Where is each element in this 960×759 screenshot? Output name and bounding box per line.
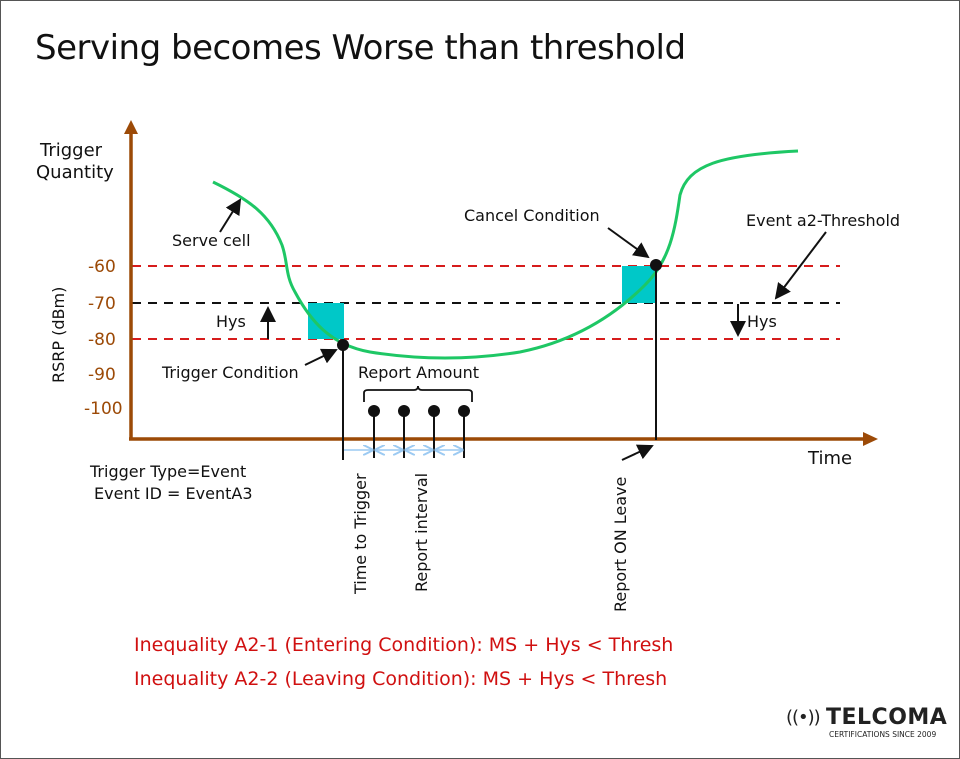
trigger-condition-arrow xyxy=(304,348,338,366)
y-axis-arrowhead xyxy=(124,120,138,134)
cancel-hys-square xyxy=(622,266,657,303)
logo-tagline: CERTIFICATIONS SINCE 2009 xyxy=(829,730,937,739)
y-label-rsrp: RSRP (dBm) xyxy=(49,287,68,383)
trigger-condition-label: Trigger Condition xyxy=(161,363,299,382)
serve-cell-arrow xyxy=(219,198,242,233)
report-amount-label: Report Amount xyxy=(358,363,479,382)
logo-brand: TELCOMA xyxy=(826,705,948,730)
hys-left-label: Hys xyxy=(216,312,246,331)
inequality-leaving: Inequality A2-2 (Leaving Condition): MS … xyxy=(134,668,668,690)
x-label-time: Time xyxy=(807,448,852,469)
event-id-text: Event ID = EventA3 xyxy=(94,484,253,503)
trigger-type-text: Trigger Type=Event xyxy=(89,462,246,481)
report-point xyxy=(368,405,380,417)
y-tick-neg60: -60 xyxy=(88,257,116,277)
report-on-leave-arrow xyxy=(621,444,654,461)
report-interval-label: Report interval xyxy=(412,473,431,592)
event-threshold-arrow xyxy=(774,231,827,300)
diagram-title: Serving becomes Worse than threshold xyxy=(35,28,686,68)
y-label-quantity: Quantity xyxy=(36,162,114,183)
report-point xyxy=(398,405,410,417)
inequality-entering: Inequality A2-1 (Entering Condition): MS… xyxy=(134,634,674,656)
cancel-condition-label: Cancel Condition xyxy=(464,206,600,225)
x-axis-arrowhead xyxy=(863,432,878,446)
time-to-trigger-label: Time to Trigger xyxy=(351,473,370,595)
report-amount-brace xyxy=(363,385,473,402)
serve-cell-curve xyxy=(212,149,799,360)
serve-cell-label: Serve cell xyxy=(172,231,251,250)
event-threshold-label: Event a2-Threshold xyxy=(746,211,900,230)
y-tick-neg80: -80 xyxy=(88,330,116,350)
y-tick-neg90: -90 xyxy=(88,365,116,385)
y-label-trigger: Trigger xyxy=(39,140,103,161)
axes xyxy=(124,120,878,446)
cancel-condition-arrow xyxy=(607,227,650,259)
hys-right-label: Hys xyxy=(747,312,777,331)
report-markers xyxy=(368,405,470,458)
report-point xyxy=(458,405,470,417)
y-tick-neg100: -100 xyxy=(84,399,123,419)
threshold-lines xyxy=(132,265,840,340)
report-on-leave-label: Report ON Leave xyxy=(611,477,630,612)
signal-waves-icon: ((•)) xyxy=(786,707,821,728)
y-tick-neg70: -70 xyxy=(88,294,116,314)
report-point xyxy=(428,405,440,417)
